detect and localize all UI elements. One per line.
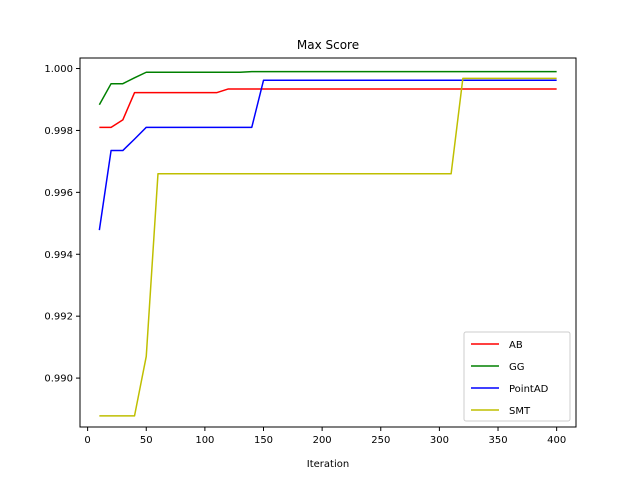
x-axis-label: Iteration: [307, 459, 349, 470]
x-tick-label: 150: [254, 435, 273, 446]
series-line-gg: [98, 70, 557, 106]
x-tick-label: 400: [547, 435, 566, 446]
series-line-smt: [99, 77, 557, 417]
plot-area: [98, 70, 557, 417]
legend-box: [463, 331, 571, 422]
x-tick-label: 100: [195, 435, 214, 446]
legend-label: PointAD: [509, 384, 549, 395]
legend-label: AB: [509, 340, 523, 351]
y-tick-label: 0.994: [44, 250, 73, 261]
series-line-pointad: [98, 79, 557, 231]
y-tick-label: 0.998: [44, 126, 73, 137]
x-tick-label: 300: [430, 435, 449, 446]
x-tick-label: 50: [140, 435, 153, 446]
y-tick-label: 0.996: [44, 188, 73, 199]
legend-label: SMT: [509, 406, 531, 417]
x-tick-label: 350: [488, 435, 507, 446]
chart-title: Max Score: [297, 38, 359, 52]
legend-label: GG: [509, 362, 525, 373]
y-tick-label: 0.992: [44, 312, 73, 323]
series-line-ab: [99, 88, 557, 129]
x-tick-label: 250: [371, 435, 390, 446]
y-tick-label: 1.000: [44, 64, 73, 75]
x-tick-label: 200: [313, 435, 332, 446]
y-axis: 0.990 0.992 0.994 0.996 0.998 1.000: [44, 64, 80, 385]
legend: AB GG PointAD SMT: [463, 331, 571, 422]
y-tick-label: 0.990: [44, 374, 73, 385]
x-tick-label: 0: [84, 435, 90, 446]
x-axis: 0 50 100 150 200 250 300 350 400: [84, 427, 566, 446]
plot-frame: [79, 57, 577, 428]
